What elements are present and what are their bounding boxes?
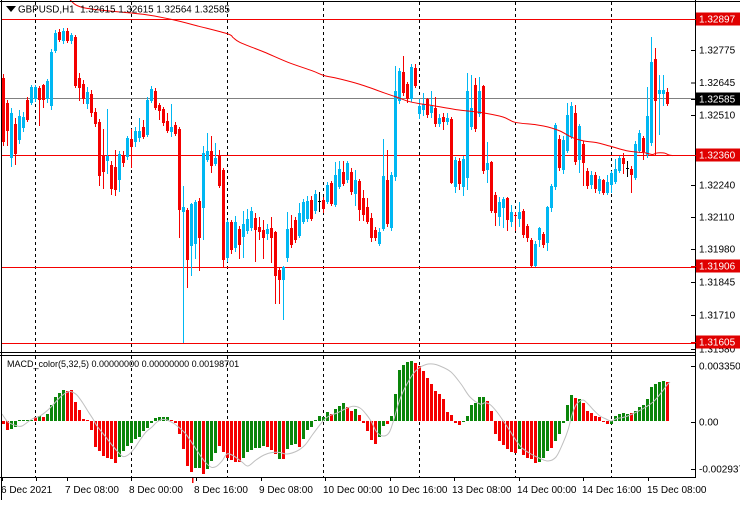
svg-text:0.00: 0.00	[699, 418, 719, 429]
svg-text:1.31580: 1.31580	[699, 345, 736, 356]
svg-text:0.0033507: 0.0033507	[699, 362, 740, 373]
svg-text:1.31906: 1.31906	[699, 262, 736, 273]
svg-text:13 Dec 08:00: 13 Dec 08:00	[452, 485, 512, 496]
svg-text:1.32645: 1.32645	[699, 78, 736, 89]
svg-text:8 Dec 00:00: 8 Dec 00:00	[129, 485, 183, 496]
svg-text:MACD_color(5,32,5) 0.00000000: MACD_color(5,32,5) 0.00000000 0.00000000…	[7, 359, 239, 369]
svg-text:1.31980: 1.31980	[699, 245, 736, 256]
svg-text:1.32897: 1.32897	[699, 15, 736, 26]
svg-text:14 Dec 16:00: 14 Dec 16:00	[582, 485, 642, 496]
svg-text:-0.0029373: -0.0029373	[699, 465, 740, 476]
svg-text:14 Dec 00:00: 14 Dec 00:00	[517, 485, 577, 496]
svg-text:1.32360: 1.32360	[699, 151, 736, 162]
svg-text:1.31710: 1.31710	[699, 311, 736, 322]
svg-text:15 Dec 08:00: 15 Dec 08:00	[647, 485, 707, 496]
svg-text:GBPUSD,H1 1.32615 1.32615 1.3: GBPUSD,H1 1.32615 1.32615 1.32564 1.3258…	[18, 5, 230, 16]
svg-text:1.31605: 1.31605	[699, 338, 736, 349]
svg-text:10 Dec 16:00: 10 Dec 16:00	[388, 485, 448, 496]
svg-text:7 Dec 08:00: 7 Dec 08:00	[65, 485, 119, 496]
svg-text:1.32775: 1.32775	[699, 46, 736, 57]
svg-text:1.32585: 1.32585	[699, 95, 736, 106]
svg-text:9 Dec 08:00: 9 Dec 08:00	[259, 485, 313, 496]
svg-text:10 Dec 00:00: 10 Dec 00:00	[323, 485, 383, 496]
svg-text:1.32510: 1.32510	[699, 111, 736, 122]
svg-text:1.32110: 1.32110	[699, 213, 735, 224]
svg-text:8 Dec 16:00: 8 Dec 16:00	[194, 485, 248, 496]
svg-text:6 Dec 2021: 6 Dec 2021	[1, 485, 53, 496]
svg-text:1.32240: 1.32240	[699, 181, 736, 192]
svg-text:1.31845: 1.31845	[699, 278, 736, 289]
